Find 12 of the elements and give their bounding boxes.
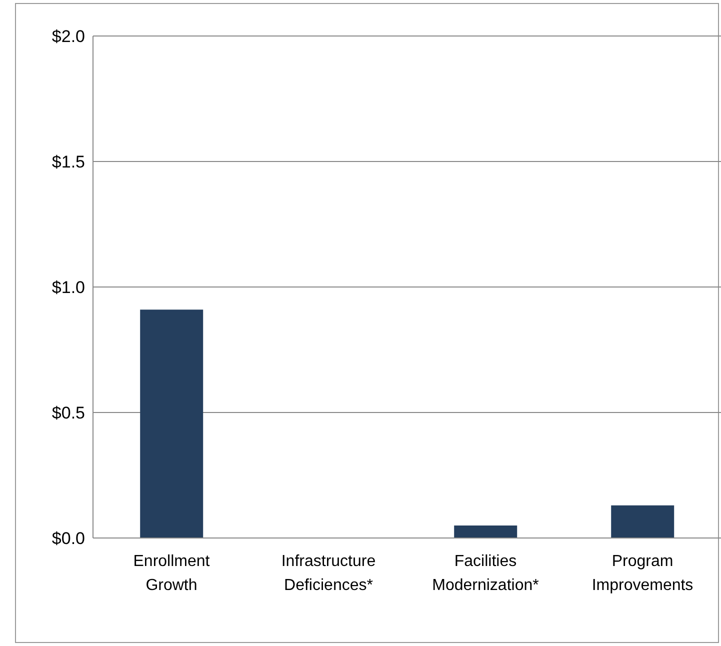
x-tick-label: Infrastructure Deficiences* [281, 553, 376, 594]
bar [454, 525, 518, 538]
y-tick-label: $0.5 [52, 404, 85, 423]
y-tick-label: $0.0 [52, 529, 85, 548]
y-tick-label: $2.0 [52, 27, 85, 46]
y-tick-label: $1.0 [52, 278, 85, 298]
bar [140, 310, 204, 538]
x-tick-label: Facilities Modernization* [432, 553, 539, 594]
bar [611, 505, 674, 538]
y-tick-label: $1.5 [52, 152, 85, 172]
x-tick-label: Enrollment Growth [133, 553, 210, 594]
x-tick-label: Program Improvements [592, 553, 694, 594]
